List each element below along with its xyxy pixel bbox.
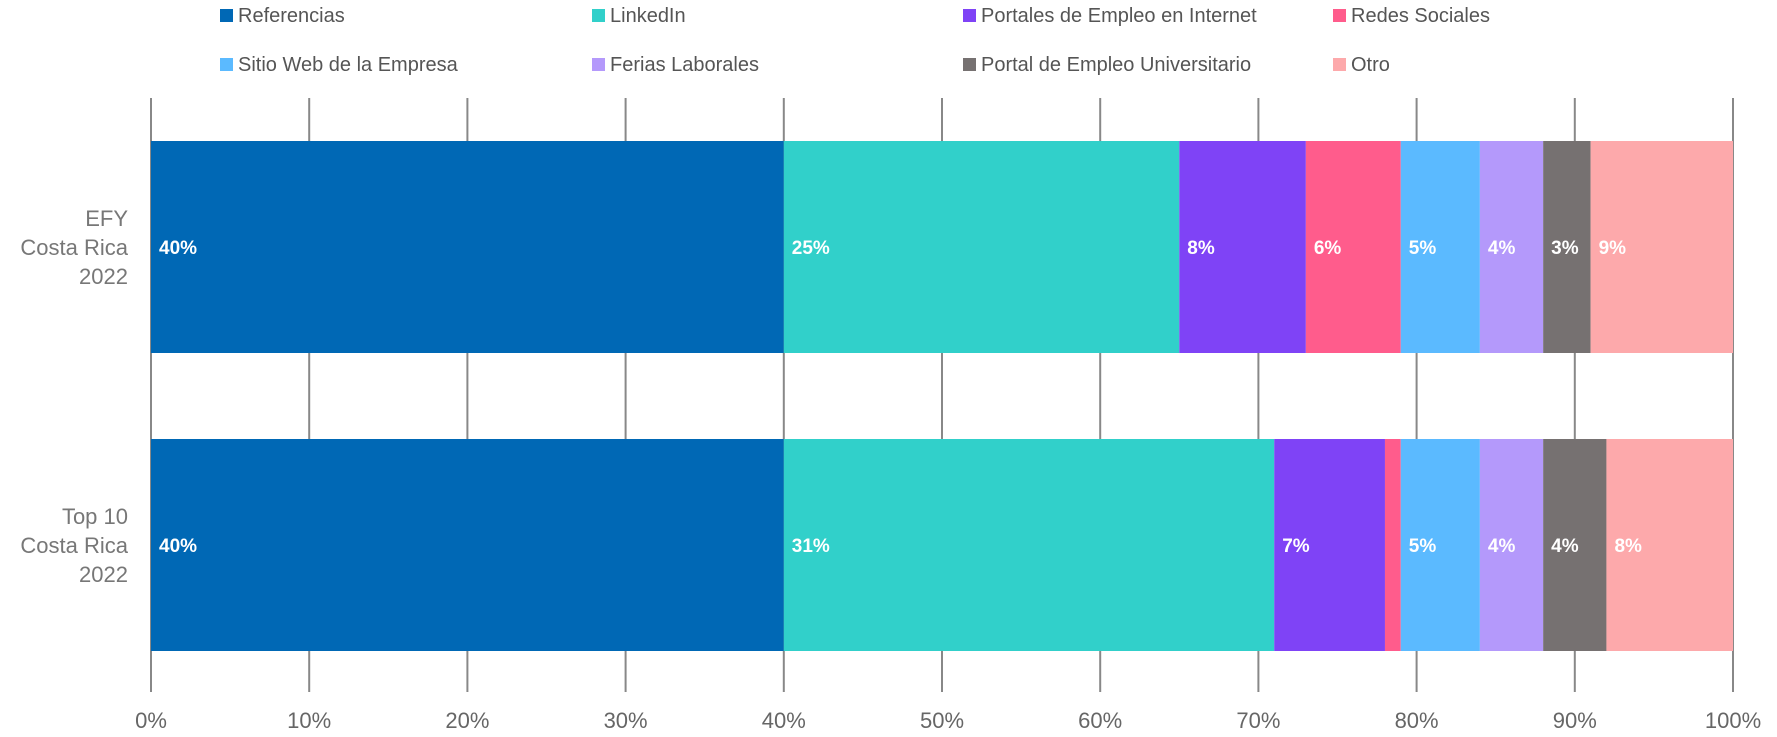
bar-segment: [1606, 439, 1733, 651]
legend-swatch: [220, 58, 233, 71]
category-label: Top 10 Costa Rica 2022: [20, 504, 128, 587]
value-axis: 0% 10% 20% 30% 40% 50% 60% 70% 80% 90% 100%: [135, 708, 1761, 733]
data-label: 7%: [1282, 536, 1310, 557]
legend-item: Referencias: [220, 5, 345, 27]
tick-label: 60%: [1078, 708, 1122, 733]
bar-segment: [1479, 141, 1544, 353]
tick-label: 30%: [604, 708, 648, 733]
data-label: 40%: [159, 238, 197, 259]
data-label: 8%: [1614, 536, 1642, 557]
legend-swatch: [592, 58, 605, 71]
tick-label: 80%: [1395, 708, 1439, 733]
data-label: 8%: [1187, 238, 1215, 259]
tick-label: 0%: [135, 708, 167, 733]
legend-label: LinkedIn: [610, 5, 686, 27]
legend-label: Referencias: [238, 5, 345, 27]
bar-segment: [783, 141, 1180, 353]
legend-item: Ferias Laborales: [592, 54, 759, 76]
bar-segment: [1590, 141, 1733, 353]
legend-label: Ferias Laborales: [610, 54, 759, 76]
legend-item: Otro: [1333, 54, 1390, 76]
tick-label: 20%: [445, 708, 489, 733]
data-label: 31%: [792, 536, 830, 557]
legend-swatch: [1333, 58, 1346, 71]
tick-label: 10%: [287, 708, 331, 733]
legend-item: Sitio Web de la Empresa: [220, 54, 459, 76]
data-label: 4%: [1488, 238, 1516, 259]
data-label: 9%: [1599, 238, 1627, 259]
bar-segment: [1400, 141, 1480, 353]
tick-label: 40%: [762, 708, 806, 733]
category-label: EFY Costa Rica 2022: [20, 206, 128, 289]
tick-label: 50%: [920, 708, 964, 733]
tick-label: 90%: [1553, 708, 1597, 733]
legend-label: Otro: [1351, 54, 1390, 76]
legend-label: Sitio Web de la Empresa: [238, 54, 459, 76]
data-label: 4%: [1488, 536, 1516, 557]
legend-swatch: [592, 9, 605, 22]
bar-segment: [1543, 439, 1607, 651]
bar-segment: [1400, 439, 1480, 651]
legend-item: Redes Sociales: [1333, 5, 1490, 27]
data-label: 40%: [159, 536, 197, 557]
bar-segment: [151, 439, 784, 651]
bar-segment: [1305, 141, 1401, 353]
data-label: 25%: [792, 238, 830, 259]
legend-swatch: [963, 58, 976, 71]
data-label: 3%: [1551, 238, 1579, 259]
legend-swatch: [963, 9, 976, 22]
bar-segment: [783, 439, 1275, 651]
legend-swatch: [220, 9, 233, 22]
data-label: 5%: [1409, 536, 1437, 557]
bar-segment: [1543, 141, 1591, 353]
legend-label: Redes Sociales: [1351, 5, 1490, 27]
legend-item: LinkedIn: [592, 5, 686, 27]
legend-item: Portales de Empleo en Internet: [963, 5, 1257, 27]
bar-segment: [1384, 439, 1401, 651]
category-axis: EFY Costa Rica 2022 Top 10 Costa Rica 2022: [20, 206, 128, 587]
legend: Referencias LinkedIn Portales de Empleo en…: [220, 5, 1490, 76]
data-label: 4%: [1551, 536, 1579, 557]
bar-segment: [151, 141, 784, 353]
bars: 40% 25% 8% 6% 5% 4% 3% 9% 40% 31% 7% 5% 4% 4% 8%: [151, 141, 1733, 651]
tick-label: 70%: [1236, 708, 1280, 733]
bar-segment: [1479, 439, 1544, 651]
legend-item: Portal de Empleo Universitario: [963, 54, 1251, 76]
tick-label: 100%: [1705, 708, 1761, 733]
legend-label: Portal de Empleo Universitario: [981, 54, 1251, 76]
bar-segment: [1179, 141, 1306, 353]
legend-label: Portales de Empleo en Internet: [981, 5, 1257, 27]
bar-segment: [1274, 439, 1385, 651]
data-label: 6%: [1314, 238, 1342, 259]
data-label: 5%: [1409, 238, 1437, 259]
legend-swatch: [1333, 9, 1346, 22]
